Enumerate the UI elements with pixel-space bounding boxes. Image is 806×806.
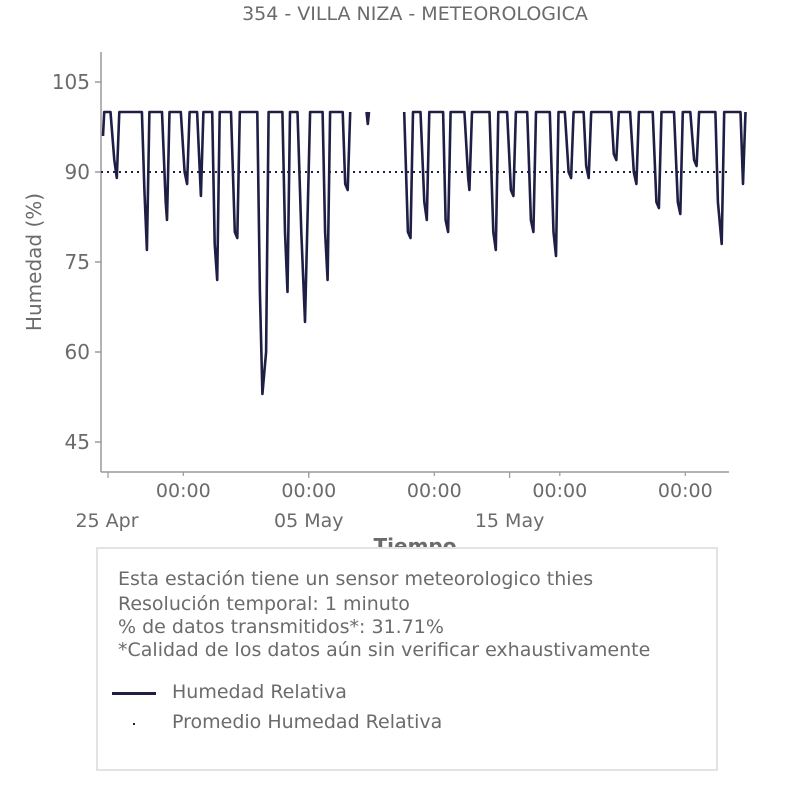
x-major-tick-label: 15 May (475, 510, 545, 532)
plot-area (101, 110, 747, 396)
legend-line-swatch (112, 692, 156, 695)
chart-title: 354 - VILLA NIZA - METEOROLOGICA (242, 3, 588, 25)
legend-label: Promedio Humedad Relativa (172, 711, 443, 733)
info-line-transmitted: % de datos transmitidos*: 31.71% (118, 616, 444, 638)
x-minor-tick-label: 00:00 (407, 480, 462, 502)
x-minor-tick-label: 00:00 (156, 480, 211, 502)
x-minor-tick-label: 00:00 (281, 480, 336, 502)
legend-label: Humedad Relativa (172, 681, 347, 703)
series-humedad-line-0 (101, 110, 352, 396)
x-axis-ticks: 00:00 00:00 00:00 00:00 00:00 25 Apr 05 May 15 … (75, 472, 713, 532)
x-minor-tick-label: 00:00 (658, 480, 713, 502)
x-major-tick-label: 05 May (274, 510, 344, 532)
y-axis-label: Humedad (%) (22, 193, 46, 331)
y-axis-ticks: 45 60 75 90 105 (52, 70, 101, 454)
info-line-station: Esta estación tiene un sensor meteorolog… (118, 568, 594, 590)
y-tick-label: 45 (65, 430, 90, 454)
series-humedad-line-1 (365, 111, 371, 126)
x-minor-tick-label: 00:00 (532, 480, 587, 502)
x-major-tick-label: 25 Apr (75, 510, 138, 532)
y-tick-label: 105 (52, 70, 90, 94)
y-tick-label: 90 (65, 160, 90, 184)
y-tick-label: 60 (65, 340, 90, 364)
info-line-resolution: Resolución temporal: 1 minuto (118, 593, 410, 615)
info-line-quality: *Calidad de los datos aún sin verificar … (118, 639, 651, 661)
series-humedad-line-2 (402, 110, 747, 258)
y-tick-label: 75 (65, 250, 90, 274)
info-box: Esta estación tiene un sensor meteorolog… (96, 547, 718, 771)
legend-dot-swatch (133, 723, 135, 725)
